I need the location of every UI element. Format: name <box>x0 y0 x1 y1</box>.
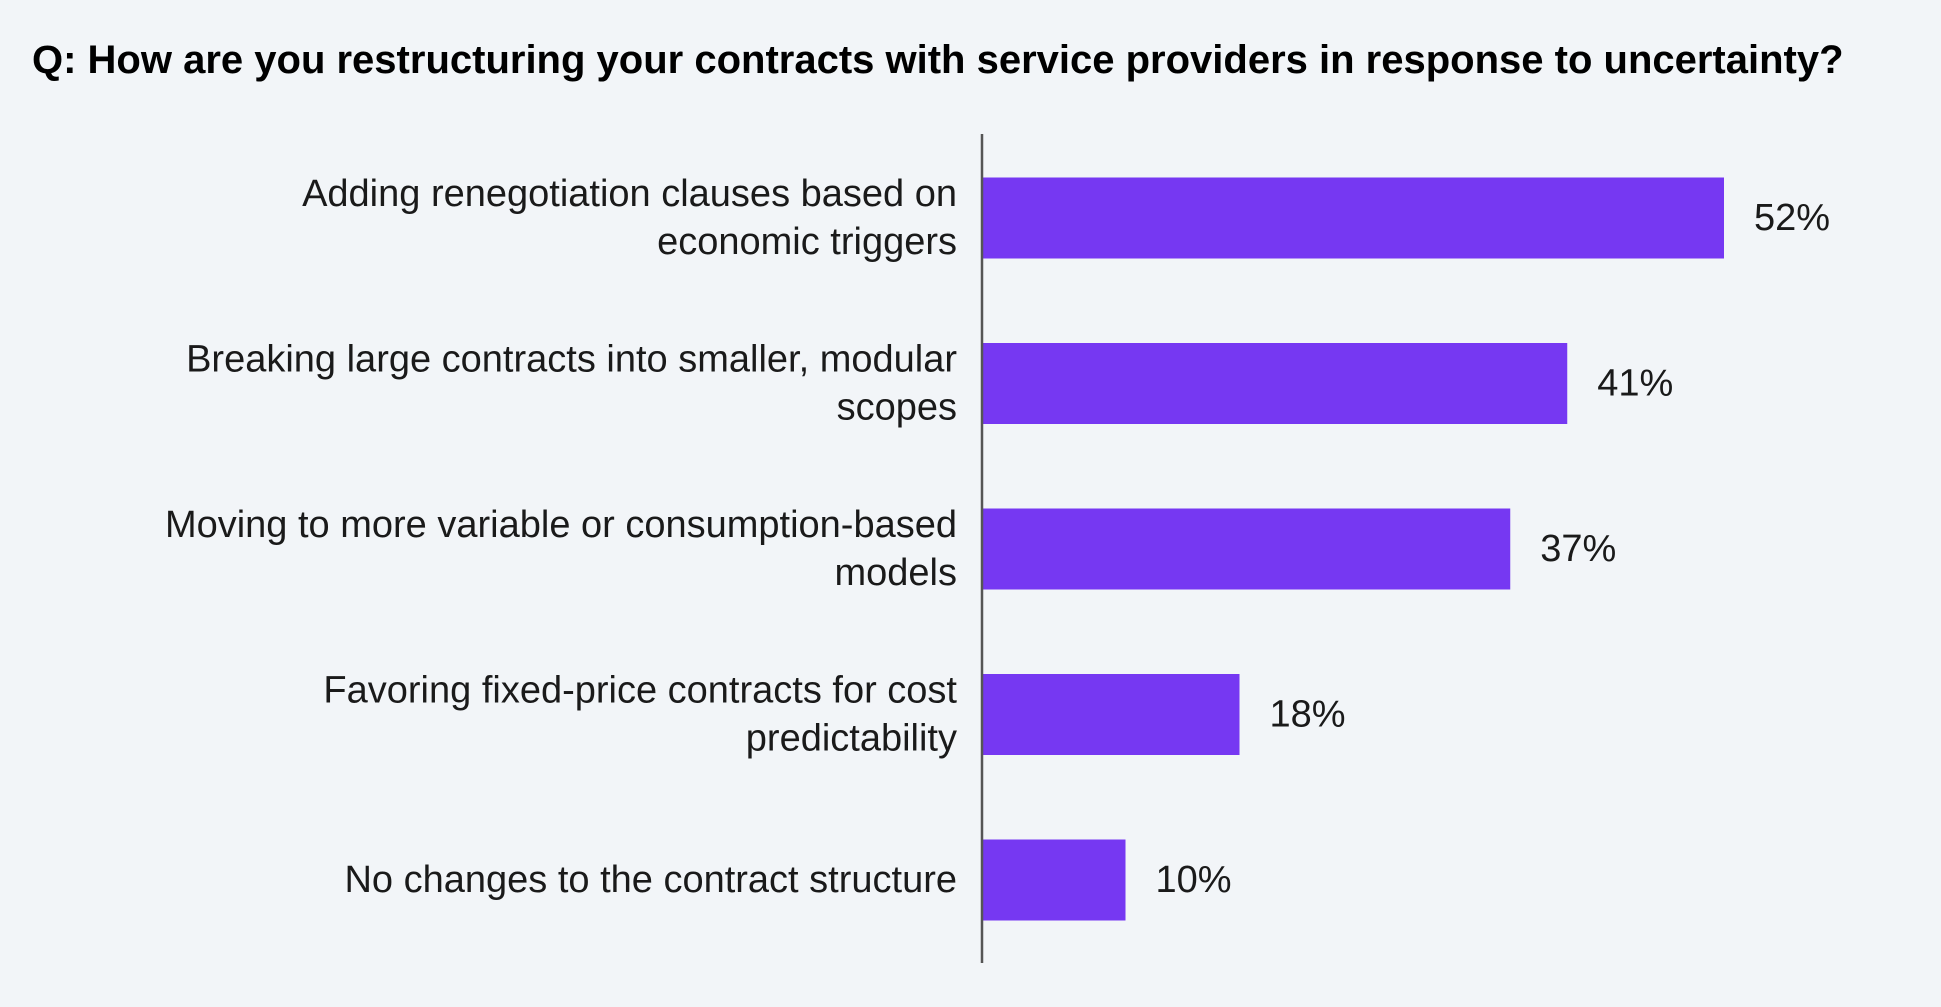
category-label-2-line-1: Breaking large contracts into smaller, m… <box>186 339 957 381</box>
value-label-3: 37% <box>1540 528 1616 570</box>
category-label-1-line-1: Adding renegotiation clauses based on <box>302 173 957 215</box>
bar-4 <box>983 674 1240 755</box>
category-label-5-line-1: No changes to the contract structure <box>344 859 957 901</box>
category-label-2-line-2: scopes <box>837 387 957 429</box>
bar-5 <box>983 839 1126 921</box>
value-label-1: 52% <box>1754 197 1830 239</box>
category-label-1-line-2: economic triggers <box>657 221 957 263</box>
category-label-3-line-1: Moving to more variable or consumption-b… <box>165 504 957 546</box>
category-label-4-line-1: Favoring fixed-price contracts for cost <box>323 670 957 712</box>
value-label-5: 10% <box>1156 859 1232 901</box>
bar-1 <box>983 177 1724 259</box>
bars-group: Adding renegotiation clauses based on eco… <box>165 173 1830 921</box>
chart-title: Q: How are you restructuring your contra… <box>32 38 1844 82</box>
category-label-4-line-2: predictability <box>746 718 957 760</box>
bar-3 <box>983 508 1511 590</box>
bar-2 <box>983 343 1568 424</box>
value-label-4: 18% <box>1270 694 1346 736</box>
value-label-2: 41% <box>1597 363 1673 405</box>
category-label-3-line-2: models <box>835 552 958 594</box>
